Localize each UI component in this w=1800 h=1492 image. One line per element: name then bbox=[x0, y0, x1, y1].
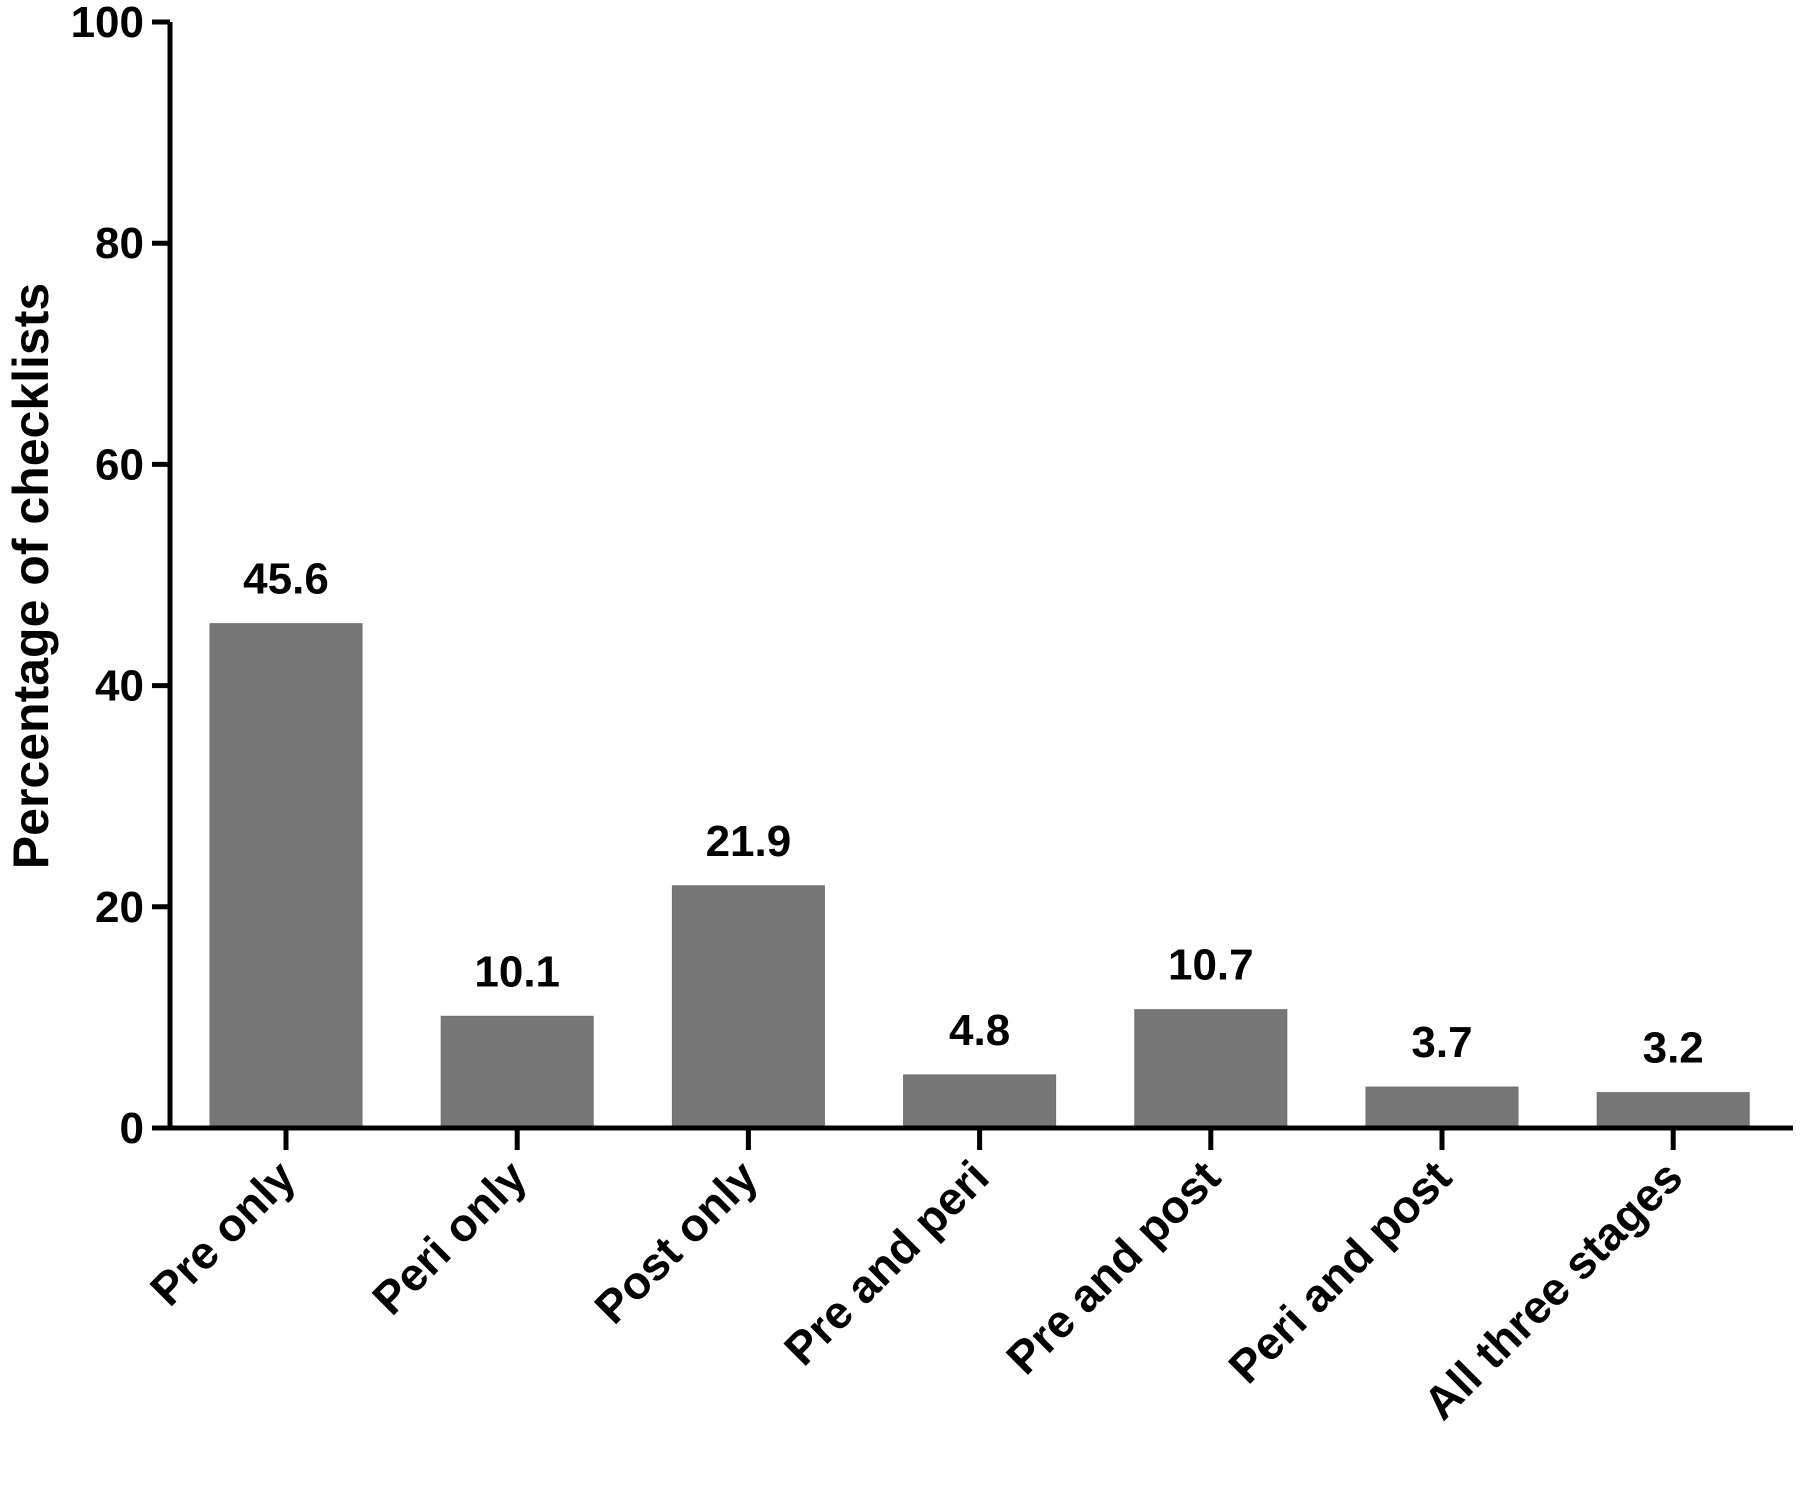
bar bbox=[1134, 1009, 1288, 1129]
y-axis: 0 20 40 60 80 100 bbox=[71, 0, 173, 1153]
x-category-label: Peri only bbox=[362, 1150, 536, 1324]
value-label: 10.1 bbox=[474, 947, 560, 996]
x-category-label: Post only bbox=[584, 1150, 767, 1333]
x-category-label: Peri and post bbox=[1218, 1150, 1461, 1393]
y-tick-label: 80 bbox=[95, 219, 144, 268]
y-tick-label: 20 bbox=[95, 883, 144, 932]
value-label: 3.2 bbox=[1643, 1024, 1704, 1073]
value-label: 10.7 bbox=[1168, 941, 1254, 990]
x-category-label: Pre and peri bbox=[774, 1150, 999, 1375]
bar bbox=[440, 1015, 594, 1129]
y-tick-label: 0 bbox=[120, 1104, 144, 1153]
y-tick-label: 60 bbox=[95, 440, 144, 489]
y-axis-title: Percentage of checklists bbox=[3, 283, 59, 869]
value-label: 21.9 bbox=[706, 817, 792, 866]
bars-group bbox=[209, 623, 1750, 1129]
value-label: 3.7 bbox=[1411, 1018, 1472, 1067]
bar bbox=[1596, 1092, 1750, 1129]
bar bbox=[671, 885, 825, 1129]
x-category-label: Pre and post bbox=[996, 1150, 1230, 1384]
y-tick-label: 100 bbox=[71, 0, 144, 47]
value-labels-group: 45.6 10.1 21.9 4.8 10.7 3.7 3.2 bbox=[243, 555, 1704, 1073]
bar bbox=[903, 1074, 1057, 1129]
value-label: 4.8 bbox=[949, 1006, 1010, 1055]
x-axis: Pre only Peri only Post only Pre and periPr… bbox=[140, 1125, 1793, 1429]
bar bbox=[1365, 1086, 1519, 1129]
y-tick-label: 40 bbox=[95, 662, 144, 711]
x-category-label: Pre only bbox=[140, 1150, 305, 1315]
value-label: 45.6 bbox=[243, 555, 329, 604]
bar bbox=[209, 623, 363, 1129]
